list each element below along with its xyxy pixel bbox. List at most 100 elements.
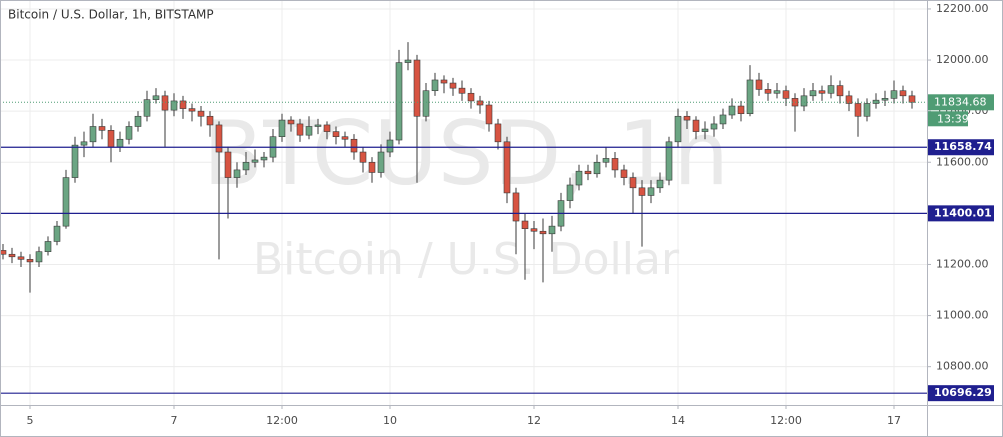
x-tick-label: 12 — [527, 414, 541, 427]
candle-body — [35, 251, 43, 263]
candle-body — [476, 100, 484, 106]
candle-body — [278, 119, 286, 138]
candle-body — [98, 126, 106, 131]
candle-body — [809, 90, 817, 97]
candle-body — [359, 151, 367, 163]
candle-body — [881, 98, 889, 101]
candle-body — [413, 59, 421, 117]
y-tick-label: 12200.00 — [936, 2, 989, 15]
candle-body — [899, 90, 907, 97]
watermark-subtitle: Bitcoin / U.S. Dollar — [253, 234, 680, 285]
candle-body — [62, 177, 70, 227]
candle-body — [548, 225, 556, 235]
candle-body — [521, 220, 529, 229]
candle-body — [170, 100, 178, 111]
x-tick-label: 7 — [171, 414, 178, 427]
countdown-box — [928, 111, 968, 127]
candle-body — [152, 95, 160, 100]
candle-body — [242, 161, 250, 171]
candle-body — [116, 138, 124, 148]
candle-body — [296, 123, 304, 136]
y-tick-label: 11200.00 — [936, 257, 989, 270]
plot — [0, 42, 927, 394]
candle-body — [737, 105, 745, 115]
x-tick-label: 12:00 — [770, 414, 802, 427]
candle-body — [584, 170, 592, 175]
candle-body — [467, 92, 475, 102]
candle-body — [620, 169, 628, 178]
candle-body — [602, 158, 610, 163]
candle-body — [800, 95, 808, 107]
candle-body — [179, 100, 187, 109]
candle-body — [26, 259, 34, 263]
candle-body — [593, 161, 601, 175]
y-tick-label: 10800.00 — [936, 360, 989, 373]
candle-body — [134, 115, 142, 127]
candle-body — [323, 124, 331, 132]
candle-body — [431, 79, 439, 92]
candle-body — [890, 90, 898, 99]
candle-body — [503, 141, 511, 194]
candle-body — [611, 158, 619, 171]
candle-body — [215, 124, 223, 153]
candle-body — [764, 89, 772, 94]
chart-title: Bitcoin / U.S. Dollar, 1h, BITSTAMP — [8, 8, 214, 22]
candle-body — [233, 169, 241, 178]
candle-body — [332, 131, 340, 138]
candle-body — [17, 256, 25, 260]
candle-body — [539, 230, 547, 235]
candle-body — [386, 139, 394, 153]
level-label-box — [928, 139, 994, 156]
candle-body — [341, 136, 349, 140]
candle-body — [746, 79, 754, 115]
candle-body — [305, 126, 313, 136]
level-label-box — [928, 385, 994, 402]
candle-body — [512, 192, 520, 222]
last-price-box — [928, 94, 994, 111]
candle-body — [701, 128, 709, 132]
candle-body — [656, 179, 664, 189]
candle-body — [773, 90, 781, 94]
candle-body — [710, 123, 718, 130]
candle-body — [188, 108, 196, 112]
level-label: 11658.74 — [934, 140, 992, 153]
candle-body — [845, 95, 853, 104]
y-tick-label: 11000.00 — [936, 309, 989, 322]
candle-body — [674, 115, 682, 143]
candle-body — [782, 90, 790, 99]
candle-body — [755, 79, 763, 90]
candle-body — [728, 105, 736, 116]
candle-body — [422, 90, 430, 117]
candle-body — [89, 126, 97, 143]
candle-body — [44, 241, 52, 252]
candle-body — [377, 151, 385, 173]
candle-body — [125, 126, 133, 140]
candle-body — [566, 184, 574, 201]
candle-body — [449, 82, 457, 89]
candle-body — [818, 90, 826, 94]
candle-body — [458, 87, 466, 94]
candle-body — [908, 95, 916, 103]
x-tick-label: 17 — [887, 414, 901, 427]
candle-body — [224, 151, 232, 178]
candle-body — [485, 104, 493, 125]
candle-body — [683, 115, 691, 121]
candle-body — [368, 161, 376, 173]
candle-body — [143, 99, 151, 117]
x-tick-label: 14 — [671, 414, 685, 427]
candle-body — [575, 170, 583, 186]
candle-body — [71, 144, 79, 178]
candle-body — [260, 156, 268, 161]
candle-body — [836, 85, 844, 97]
candle-body — [161, 95, 169, 111]
countdown-label: 13:39 — [937, 112, 969, 125]
x-tick-label: 12:00 — [266, 414, 298, 427]
candle-body — [0, 250, 7, 255]
candle-body — [629, 177, 637, 189]
candle-body — [827, 85, 835, 94]
candle-body — [350, 138, 358, 153]
grid — [0, 0, 927, 405]
last-price-label: 11834.68 — [934, 95, 987, 108]
candle-body — [440, 79, 448, 84]
